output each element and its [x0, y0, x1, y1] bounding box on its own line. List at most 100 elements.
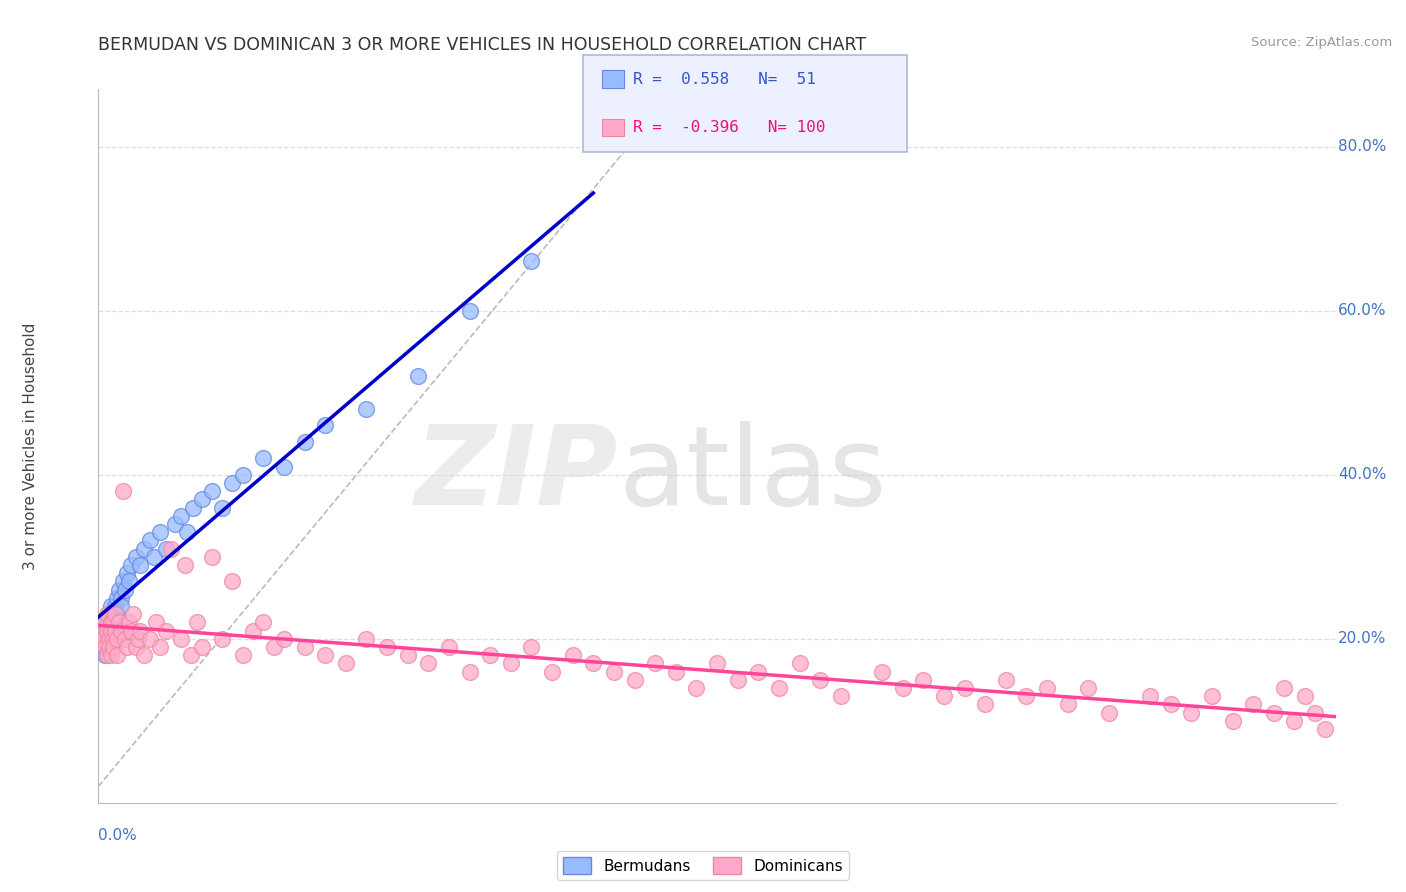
Point [1180, 706, 1202, 720]
Point [176, 525, 198, 540]
Point [145, 615, 167, 630]
Point [101, 624, 124, 638]
Point [96, 632, 118, 646]
Point [96, 624, 118, 638]
Point [149, 525, 172, 540]
Point [186, 615, 208, 630]
Point [1139, 689, 1161, 703]
Point [89, 624, 111, 638]
Point [623, 673, 645, 687]
Point [644, 657, 666, 671]
Point [273, 632, 295, 646]
Point [159, 541, 181, 556]
Point [1294, 689, 1316, 703]
Point [706, 657, 728, 671]
Point [104, 624, 127, 638]
Point [221, 475, 243, 490]
Point [665, 665, 688, 679]
Point [1303, 706, 1326, 720]
Point [406, 369, 429, 384]
Text: 80.0%: 80.0% [1339, 139, 1386, 154]
Point [273, 459, 295, 474]
Point [104, 599, 127, 613]
Point [891, 681, 914, 695]
Point [117, 566, 139, 581]
Point [1015, 689, 1038, 703]
Text: 3 or more Vehicles in Household: 3 or more Vehicles in Household [22, 322, 38, 570]
Point [1272, 681, 1295, 695]
Text: R =  0.558   N=  51: R = 0.558 N= 51 [633, 72, 815, 87]
Point [375, 640, 398, 654]
Point [149, 640, 172, 654]
Point [252, 615, 274, 630]
Point [124, 549, 146, 564]
Point [479, 648, 502, 662]
Point [112, 574, 135, 589]
Point [932, 689, 955, 703]
Point [97, 624, 120, 638]
Point [499, 657, 522, 671]
Text: 60.0%: 60.0% [1339, 303, 1386, 318]
Point [396, 648, 419, 662]
Point [314, 418, 336, 433]
Point [263, 640, 285, 654]
Point [520, 640, 543, 654]
Point [603, 665, 626, 679]
Point [100, 599, 122, 613]
Point [128, 624, 150, 638]
Point [155, 624, 177, 638]
Point [768, 681, 790, 695]
Point [830, 689, 852, 703]
Point [1036, 681, 1059, 695]
Point [93, 624, 115, 638]
Point [89, 632, 111, 646]
Point [101, 632, 124, 646]
Point [1284, 714, 1306, 728]
Legend: Bermudans, Dominicans: Bermudans, Dominicans [557, 851, 849, 880]
Point [242, 624, 264, 638]
Point [100, 632, 122, 646]
Point [108, 615, 131, 630]
Point [93, 615, 115, 630]
Point [953, 681, 976, 695]
Point [520, 254, 543, 268]
Text: BERMUDAN VS DOMINICAN 3 OR MORE VEHICLES IN HOUSEHOLD CORRELATION CHART: BERMUDAN VS DOMINICAN 3 OR MORE VEHICLES… [98, 36, 866, 54]
Point [143, 549, 166, 564]
Point [232, 467, 254, 482]
Text: ZIP: ZIP [415, 421, 619, 528]
Point [104, 607, 127, 622]
Point [155, 541, 177, 556]
Point [97, 640, 120, 654]
Point [101, 607, 124, 622]
Point [174, 558, 197, 572]
Point [163, 516, 186, 531]
Point [870, 665, 893, 679]
Point [201, 484, 224, 499]
Point [112, 484, 135, 499]
Point [100, 615, 122, 630]
Point [356, 402, 378, 417]
Point [1160, 698, 1182, 712]
Point [232, 648, 254, 662]
Point [104, 615, 127, 630]
Text: Source: ZipAtlas.com: Source: ZipAtlas.com [1251, 36, 1392, 49]
Point [139, 632, 162, 646]
Point [221, 574, 243, 589]
Point [437, 640, 460, 654]
Point [127, 632, 149, 646]
Point [120, 558, 142, 572]
Point [114, 582, 136, 597]
Point [211, 500, 233, 515]
Point [1263, 706, 1285, 720]
Point [93, 648, 115, 662]
Point [252, 451, 274, 466]
Point [1098, 706, 1121, 720]
Text: R =  -0.396   N= 100: R = -0.396 N= 100 [633, 120, 825, 135]
Point [108, 582, 131, 597]
Point [118, 574, 141, 589]
Point [101, 640, 124, 654]
Point [91, 615, 114, 630]
Point [96, 648, 118, 662]
Point [170, 508, 193, 523]
Point [91, 640, 114, 654]
